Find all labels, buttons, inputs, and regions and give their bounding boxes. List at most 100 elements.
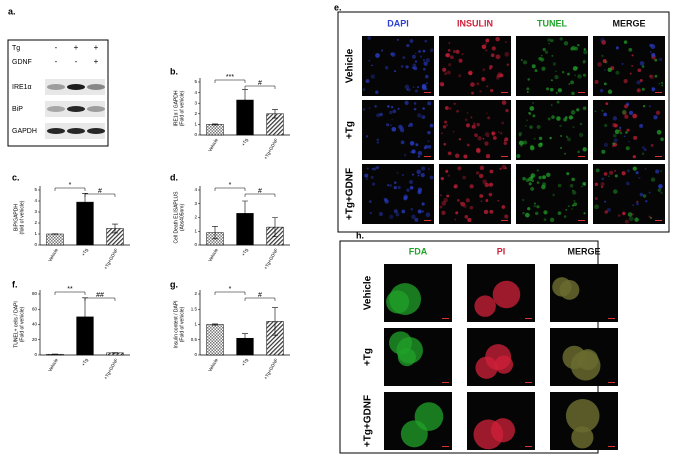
stain <box>397 185 401 190</box>
stain <box>442 125 447 129</box>
significance-label: * <box>229 182 232 189</box>
stain <box>470 116 473 119</box>
stain <box>628 216 634 222</box>
x-tick-label: +Tg+GDNF <box>103 247 119 270</box>
stain <box>479 89 482 93</box>
stain <box>489 182 494 187</box>
stain <box>484 141 489 146</box>
stain <box>501 100 507 105</box>
y-tick-label: 3 <box>194 100 197 105</box>
stain <box>469 184 474 189</box>
stain <box>390 124 392 127</box>
stain <box>489 169 494 174</box>
stain <box>462 175 467 180</box>
stain <box>557 211 562 215</box>
stain <box>394 70 397 73</box>
stain <box>651 52 656 58</box>
stain <box>642 194 647 198</box>
stain <box>524 124 527 127</box>
stain <box>557 88 562 93</box>
stain <box>538 175 542 180</box>
blot-band <box>67 84 85 90</box>
stain <box>570 110 576 115</box>
stain <box>548 42 551 45</box>
stain <box>376 141 380 144</box>
stain <box>429 48 434 53</box>
x-tick-label: +Tg+GDNF <box>263 357 279 380</box>
stain <box>404 84 410 90</box>
stain <box>391 118 393 121</box>
y-axis-label: BiP/GAPDH <box>13 204 19 231</box>
column-header: DAPI <box>387 18 409 28</box>
cell <box>571 426 594 449</box>
stain <box>551 54 554 57</box>
stain <box>410 151 413 154</box>
stain <box>467 217 472 223</box>
stain <box>411 149 416 154</box>
stain <box>429 175 434 180</box>
stain <box>595 168 600 173</box>
stain <box>613 189 618 194</box>
stain <box>428 168 430 171</box>
significance-label: ** <box>67 286 73 293</box>
stain <box>631 64 634 67</box>
stain <box>471 124 476 129</box>
stain <box>632 166 637 171</box>
x-tick-label: Vehicle <box>207 357 219 372</box>
stain <box>364 173 369 178</box>
stain <box>569 183 574 188</box>
stain <box>574 74 576 77</box>
scale-bar <box>578 92 585 93</box>
stain <box>599 88 604 93</box>
column-header: PI <box>497 246 506 256</box>
stain <box>552 193 555 197</box>
stain <box>423 61 428 66</box>
stain <box>468 70 473 76</box>
blot-band <box>67 128 85 134</box>
stain <box>600 37 605 43</box>
blot-band <box>47 106 65 112</box>
stain <box>636 80 641 85</box>
stain <box>475 147 481 153</box>
stain <box>481 44 487 50</box>
y-tick-label: 2 <box>194 111 197 116</box>
stain <box>547 38 551 42</box>
stain <box>623 78 628 84</box>
stain <box>489 65 493 69</box>
cell <box>565 398 600 433</box>
stain <box>597 62 602 67</box>
error-bar <box>272 217 278 238</box>
row-header: +Tg+GDNF <box>363 395 374 447</box>
stain <box>625 181 630 186</box>
stain <box>518 134 522 137</box>
stain <box>362 107 366 111</box>
stain <box>417 155 420 158</box>
stain <box>495 54 501 60</box>
stain <box>446 194 450 198</box>
row-header: +Tg <box>363 348 374 366</box>
x-tick-label: Vehicle <box>207 247 219 262</box>
stain <box>534 69 538 73</box>
stain <box>417 86 420 89</box>
cell <box>552 277 572 297</box>
stain <box>628 110 634 115</box>
stain <box>605 102 609 106</box>
panel-label: a. <box>8 6 16 16</box>
significance-bracket <box>244 193 276 197</box>
stain <box>406 43 410 48</box>
stain <box>568 115 573 120</box>
significance-label: *** <box>226 74 234 81</box>
stain <box>380 49 384 52</box>
stain <box>400 65 404 68</box>
stain <box>455 49 460 54</box>
stain <box>641 145 645 149</box>
stain <box>449 55 454 60</box>
stain <box>621 109 627 115</box>
stain <box>641 87 645 91</box>
stain <box>412 63 417 68</box>
stain <box>413 107 417 111</box>
bar <box>46 233 64 246</box>
y-axis-label: (Fold of vehicle) <box>19 306 25 342</box>
stain <box>414 60 418 63</box>
stain <box>452 50 456 54</box>
